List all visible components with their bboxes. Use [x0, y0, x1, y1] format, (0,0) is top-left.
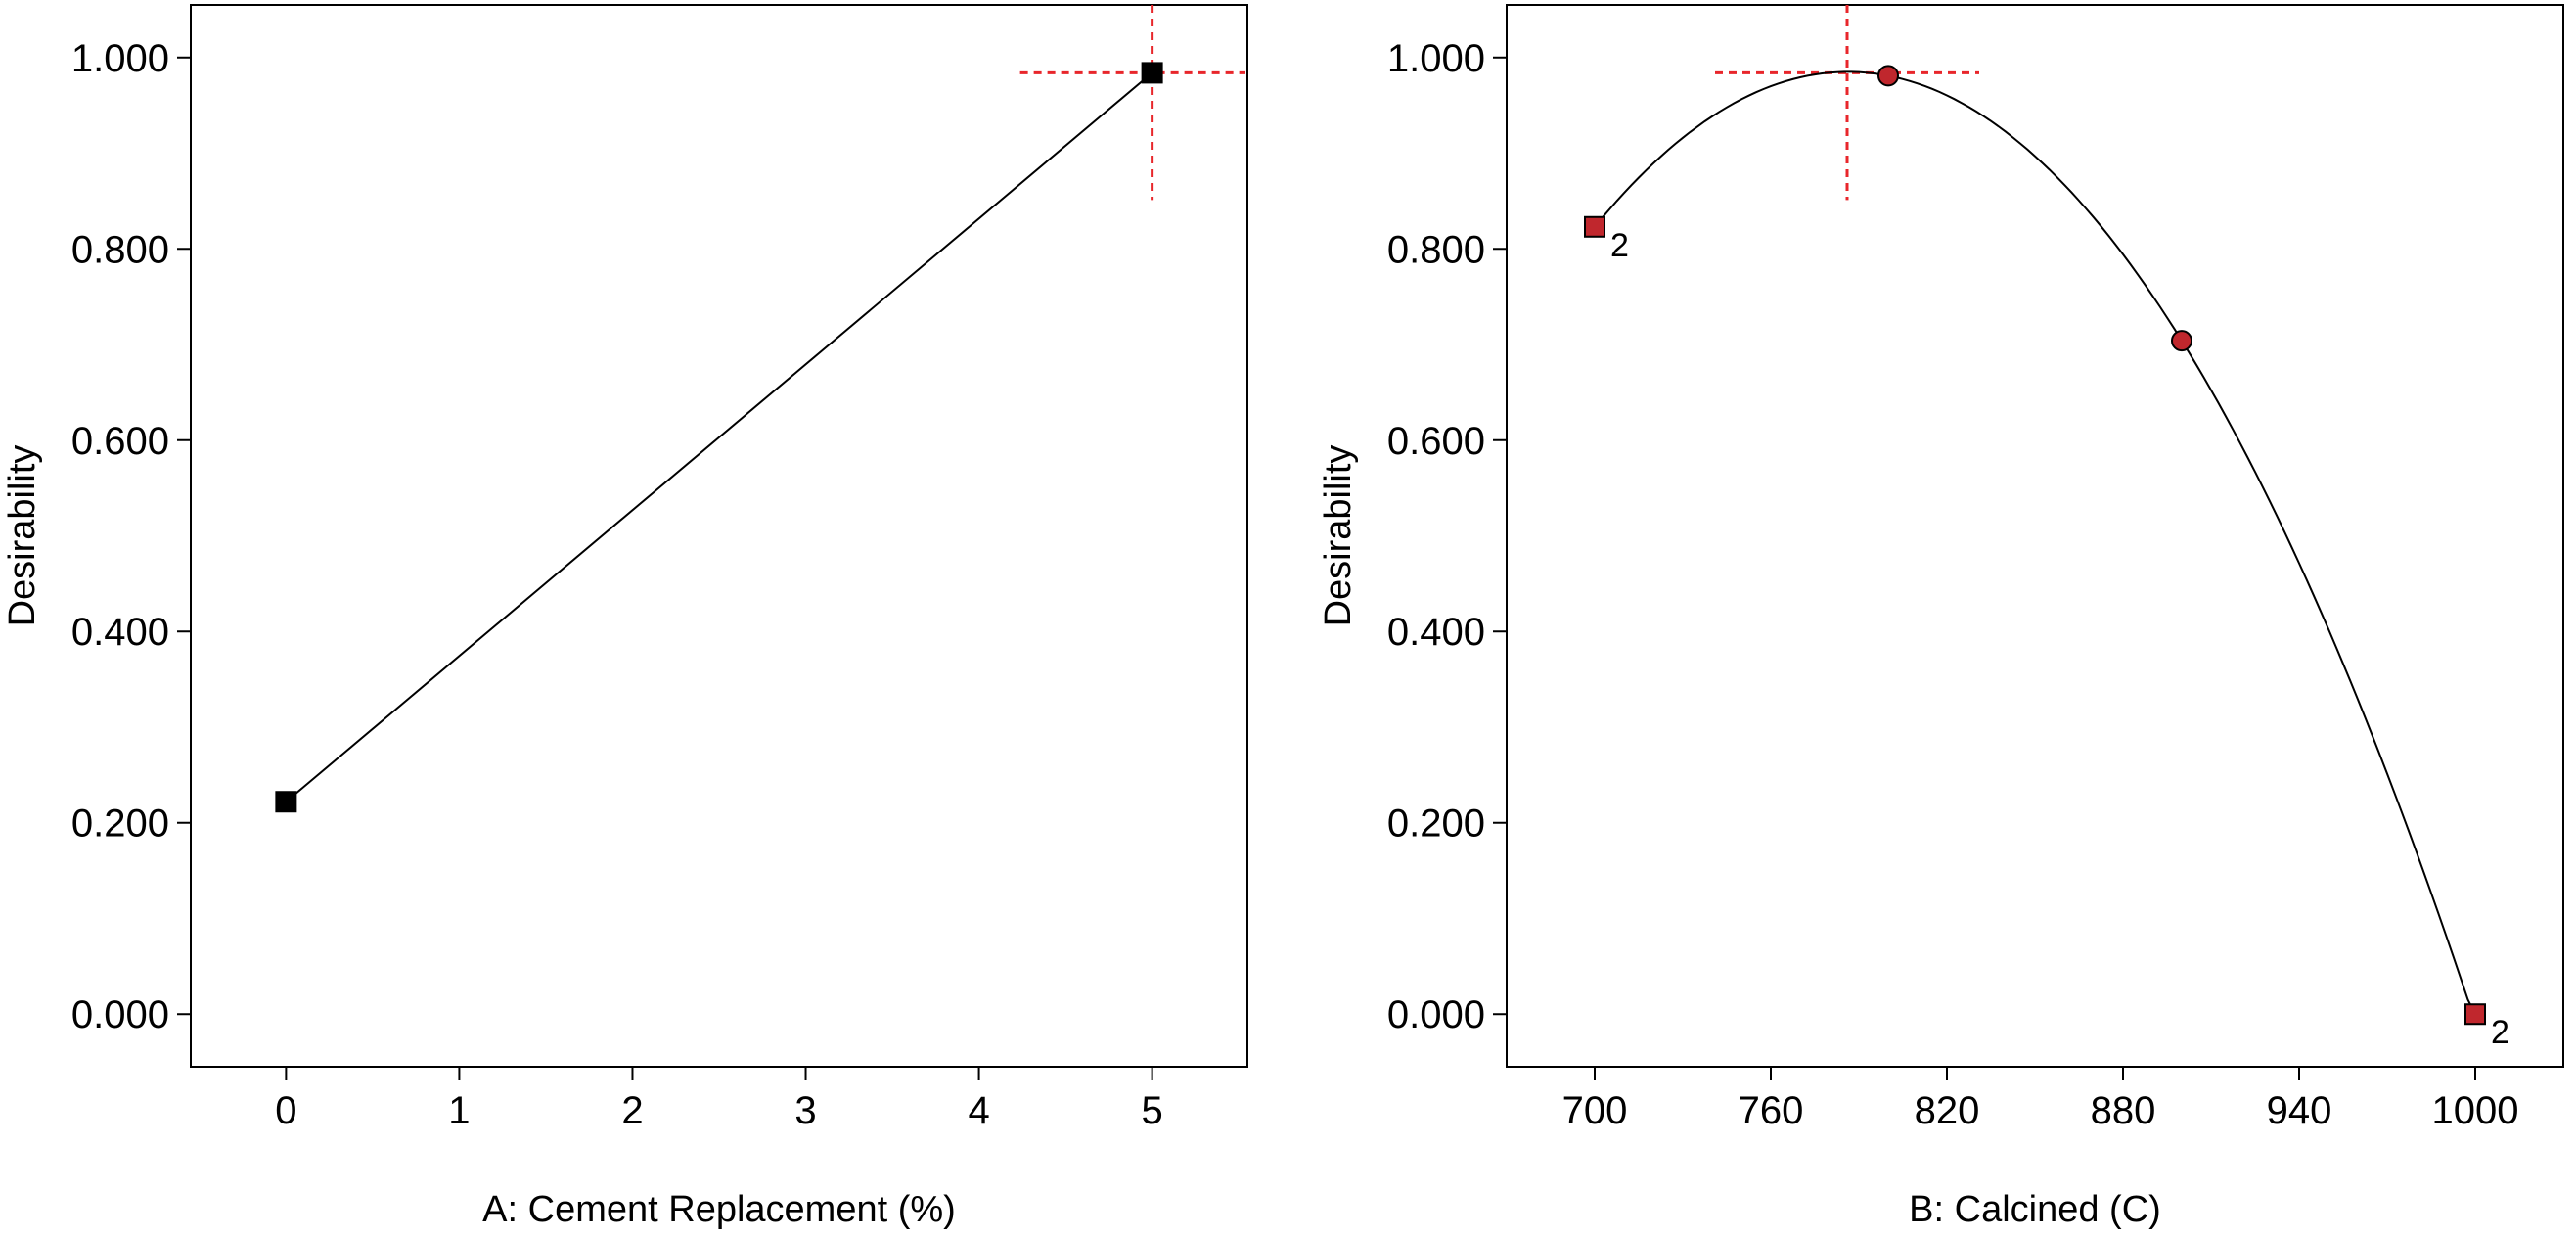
data-point-square [275, 791, 297, 813]
x-tick-label: 880 [2091, 1089, 2156, 1132]
data-point-circle [2171, 330, 2192, 352]
x-tick-label: 3 [794, 1089, 816, 1132]
x-axis-title: A: Cement Replacement (%) [482, 1189, 956, 1230]
x-tick-label: 2 [621, 1089, 643, 1132]
y-tick-label: 0.800 [71, 228, 169, 271]
x-tick-label: 940 [2267, 1089, 2332, 1132]
y-tick-label: 0.400 [1387, 611, 1485, 654]
x-tick-label: 700 [1562, 1089, 1628, 1132]
series-curve [1594, 70, 2476, 1015]
chart-panel-2: 0.000 0.200 0.400 0.600 0.800 1.000 700 760 820 8… [1318, 4, 2564, 1230]
point-count-label: 2 [2491, 1014, 2509, 1051]
data-point-square [1141, 62, 1163, 84]
x-tick-label: 1000 [2432, 1089, 2519, 1132]
x-axis-title: B: Calcined (C) [1909, 1189, 2161, 1230]
y-tick-label: 0.200 [1387, 802, 1485, 846]
x-tick-label: 760 [1739, 1089, 1804, 1132]
y-tick-label: 0.400 [71, 611, 169, 654]
x-tick-label: 0 [275, 1089, 296, 1132]
data-point-square [2464, 1003, 2486, 1026]
y-tick-label: 0.600 [1387, 420, 1485, 463]
y-tick-label: 1.000 [1387, 37, 1485, 80]
y-tick-label: 1.000 [71, 37, 169, 80]
x-tick-label: 1 [448, 1089, 470, 1132]
plot-frame [190, 4, 1248, 1068]
y-tick-label: 0.600 [71, 420, 169, 463]
point-count-label: 2 [1610, 227, 1629, 264]
y-tick-label: 0.000 [1387, 993, 1485, 1036]
data-point-square [1584, 215, 1605, 238]
y-tick-label: 0.000 [71, 993, 169, 1036]
y-tick-label: 0.200 [71, 802, 169, 846]
y-axis-title: Desirability [2, 445, 43, 627]
y-tick-label: 0.800 [1387, 228, 1485, 271]
y-axis-title: Desirability [1318, 445, 1359, 627]
x-tick-label: 4 [968, 1089, 989, 1132]
x-tick-label: 820 [1915, 1089, 1980, 1132]
chart-panel-1: 0.000 0.200 0.400 0.600 0.800 1.000 0 1 2 3 4 5 A: C… [2, 4, 1248, 1230]
x-tick-label: 5 [1141, 1089, 1162, 1132]
data-point-circle [1877, 65, 1899, 87]
plot-frame [1506, 4, 2564, 1068]
series-line [285, 71, 1153, 803]
